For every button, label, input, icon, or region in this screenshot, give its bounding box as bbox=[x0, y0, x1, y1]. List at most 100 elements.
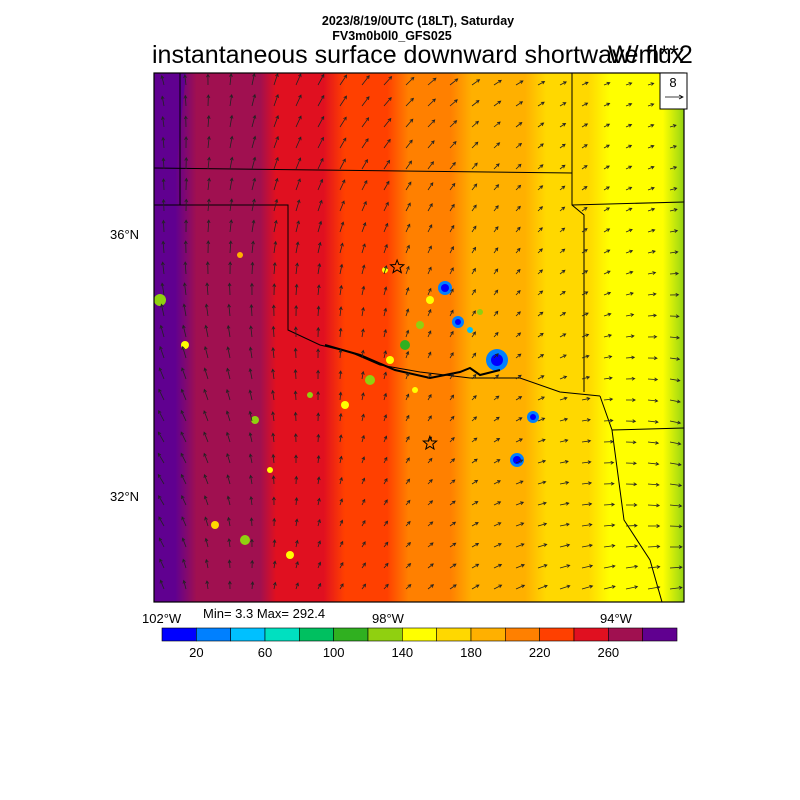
wind-vector bbox=[427, 478, 433, 485]
wind-vector bbox=[339, 540, 344, 548]
wind-vector bbox=[471, 331, 476, 338]
wind-vector bbox=[537, 354, 545, 359]
wind-vector bbox=[295, 157, 302, 170]
colorbar-swatch bbox=[608, 627, 643, 642]
wind-vector bbox=[449, 373, 454, 380]
wind-vector bbox=[251, 114, 257, 128]
wind-vector bbox=[339, 263, 344, 275]
wind-vector bbox=[647, 544, 661, 549]
wind-vector bbox=[581, 481, 593, 486]
wind-vector bbox=[250, 282, 254, 296]
wind-vector bbox=[251, 73, 256, 86]
wind-vector bbox=[669, 208, 678, 212]
wind-vector bbox=[427, 77, 437, 86]
wind-vector bbox=[625, 523, 638, 528]
wind-vector bbox=[625, 207, 633, 212]
wind-vector bbox=[294, 496, 299, 506]
wind-vector bbox=[559, 564, 571, 569]
wind-vector bbox=[581, 291, 589, 296]
wind-vector bbox=[625, 482, 638, 487]
wind-vector bbox=[647, 377, 659, 382]
wind-vector bbox=[449, 436, 455, 443]
wind-vector bbox=[383, 243, 388, 254]
wind-vector bbox=[449, 394, 455, 401]
wind-vector bbox=[339, 200, 345, 212]
wind-vector bbox=[493, 79, 502, 86]
wind-vector bbox=[493, 374, 500, 380]
wind-vector bbox=[471, 246, 477, 254]
station-markers bbox=[389, 258, 438, 451]
wind-vector bbox=[405, 265, 410, 275]
wind-vector bbox=[603, 333, 612, 338]
wind-vector bbox=[338, 434, 343, 443]
wind-vector bbox=[537, 185, 544, 191]
wind-vector bbox=[625, 313, 635, 317]
wind-vector bbox=[647, 503, 661, 508]
wind-vector bbox=[537, 269, 544, 275]
wind-vector bbox=[180, 388, 187, 401]
wind-vector bbox=[203, 495, 209, 506]
colorbar bbox=[161, 627, 678, 642]
wind-vector bbox=[515, 374, 522, 380]
wind-vector bbox=[295, 136, 302, 149]
wind-vector bbox=[205, 558, 209, 569]
wind-vector bbox=[449, 78, 459, 86]
wind-vector bbox=[603, 523, 616, 528]
wind-vector bbox=[603, 207, 611, 212]
wind-vector bbox=[205, 261, 210, 275]
wind-vector bbox=[405, 584, 412, 590]
wind-vector bbox=[493, 142, 501, 149]
wind-vector bbox=[581, 123, 589, 128]
wind-vector bbox=[559, 438, 569, 443]
wind-vector bbox=[471, 310, 476, 317]
wind-vector bbox=[493, 480, 501, 485]
wind-vector bbox=[603, 397, 614, 402]
wind-vector bbox=[204, 303, 209, 317]
wind-vector bbox=[183, 74, 187, 86]
wind-vector bbox=[161, 178, 166, 191]
wind-vector bbox=[625, 355, 636, 360]
red-river-line bbox=[324, 344, 501, 380]
wind-vector bbox=[515, 459, 524, 464]
wind-vector bbox=[537, 584, 548, 590]
wind-vector bbox=[250, 538, 254, 548]
colorbar-swatch bbox=[436, 627, 472, 642]
wind-vector bbox=[383, 96, 392, 107]
wind-vector bbox=[251, 219, 256, 233]
wind-vector bbox=[271, 432, 276, 443]
wind-vector bbox=[537, 501, 547, 506]
wind-vector bbox=[339, 519, 344, 527]
wind-vector bbox=[603, 165, 610, 170]
wind-vector bbox=[647, 356, 658, 361]
wind-vector bbox=[204, 516, 209, 527]
wind-vector bbox=[625, 419, 637, 424]
wind-vector bbox=[229, 73, 233, 86]
wind-vector bbox=[316, 433, 321, 443]
wind-vector bbox=[383, 286, 388, 296]
wind-vector bbox=[625, 564, 639, 569]
wind-vector bbox=[581, 460, 592, 465]
colorbar-swatch bbox=[402, 627, 437, 642]
wind-vector bbox=[181, 537, 187, 548]
wind-vector bbox=[226, 367, 231, 380]
wind-vector bbox=[206, 114, 211, 128]
wind-vector bbox=[559, 269, 566, 275]
wind-vector bbox=[183, 261, 188, 275]
wind-vector bbox=[515, 247, 521, 254]
wind-vector bbox=[537, 206, 543, 212]
wind-vector bbox=[647, 207, 656, 212]
wind-vector bbox=[581, 249, 588, 254]
state-borders bbox=[154, 73, 684, 602]
wind-vector bbox=[361, 138, 369, 149]
wind-vector bbox=[471, 99, 480, 107]
wind-vector bbox=[669, 229, 679, 233]
wind-vector bbox=[339, 95, 347, 107]
wind-vector bbox=[383, 222, 389, 233]
wind-vector bbox=[581, 312, 589, 317]
wind-vector bbox=[361, 117, 370, 128]
wind-vector bbox=[648, 524, 661, 528]
wind-vector bbox=[226, 324, 231, 338]
wind-vector bbox=[493, 543, 502, 548]
wind-vector bbox=[159, 558, 165, 569]
wind-vector bbox=[405, 244, 410, 254]
